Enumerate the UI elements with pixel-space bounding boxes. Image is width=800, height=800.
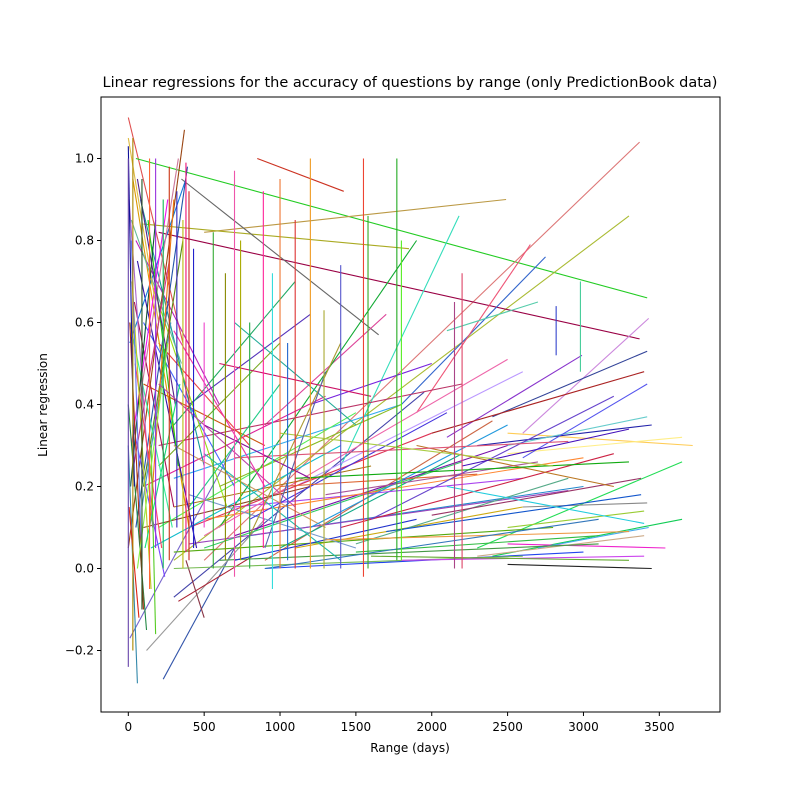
regression-line-116	[386, 494, 642, 533]
y-tick-label: 0.4	[75, 398, 94, 412]
regression-line-134	[203, 424, 311, 479]
x-tick-label: 0	[124, 720, 132, 734]
regression-line-112	[340, 453, 614, 529]
regression-line-55	[203, 358, 508, 537]
regression-line-29	[162, 547, 235, 680]
regression-line-31	[178, 555, 254, 602]
regression-line-107	[249, 412, 448, 520]
regression-line-14	[431, 371, 645, 434]
regression-line-36	[218, 240, 418, 528]
regression-line-11	[522, 317, 650, 434]
regression-line-79	[135, 166, 189, 528]
series-layer	[127, 117, 693, 684]
x-tick-label: 2000	[416, 720, 447, 734]
x-tick-label: 2500	[492, 720, 523, 734]
regression-line-126	[279, 432, 554, 467]
regression-line-91	[144, 383, 181, 549]
regression-line-98	[150, 445, 157, 635]
regression-line-26	[537, 526, 649, 549]
regression-line-56	[158, 412, 357, 528]
regression-line-6	[204, 198, 507, 233]
regression-line-76	[138, 158, 179, 405]
y-tick-label: −0.2	[65, 644, 94, 658]
regression-line-93	[127, 404, 148, 631]
regression-line-8	[401, 256, 546, 405]
regression-line-22	[507, 416, 648, 447]
y-tick-label: 0.6	[75, 316, 94, 330]
y-tick-label: 1.0	[75, 152, 94, 166]
regression-line-120	[446, 485, 645, 524]
regression-line-12	[492, 350, 648, 418]
y-tick-label: 0.8	[75, 234, 94, 248]
x-axis: 0 500 1000 1500 2000 2500 3000 3500	[124, 712, 675, 734]
regression-line-9	[416, 244, 531, 414]
x-tick-label: 500	[193, 720, 216, 734]
x-axis-label: Range (days)	[370, 741, 450, 755]
regression-line-15	[507, 432, 693, 447]
regression-line-28	[173, 391, 425, 598]
y-axis-label: Linear regression	[36, 353, 50, 457]
regression-line-47	[219, 543, 599, 561]
y-tick-label: 0.0	[75, 562, 94, 576]
regression-line-121	[416, 444, 614, 488]
regression-line-125	[264, 518, 599, 570]
regression-line-113	[370, 395, 615, 520]
regression-line-118	[371, 555, 629, 561]
regression-line-101	[128, 506, 140, 618]
regression-line-27	[507, 510, 645, 529]
regression-line-16	[507, 436, 683, 455]
regression-line-23	[522, 383, 648, 459]
regression-line-38	[294, 371, 524, 487]
regression-line-21	[477, 424, 652, 447]
x-tick-label: 1500	[341, 720, 372, 734]
regression-line-19	[507, 543, 666, 549]
x-tick-label: 3000	[568, 720, 599, 734]
regression-line-35	[264, 313, 387, 426]
regression-line-43	[203, 461, 463, 549]
regression-line-4	[158, 231, 640, 340]
regression-line-110	[325, 461, 539, 496]
regression-line-122	[461, 428, 630, 467]
x-tick-label: 1000	[265, 720, 296, 734]
regression-line-37	[340, 215, 460, 467]
regression-line-109	[310, 424, 508, 528]
regression-line-127	[310, 362, 432, 406]
regression-line-7	[143, 223, 410, 250]
regression-line-44	[234, 477, 523, 508]
x-tick-label: 3500	[644, 720, 675, 734]
regression-line-60	[150, 445, 341, 549]
y-axis: −0.2 0.0 0.2 0.4 0.6 0.8 1.0	[65, 152, 101, 658]
regression-line-1	[135, 157, 648, 299]
regression-line-32	[185, 560, 205, 618]
regression-line-13	[446, 354, 583, 438]
chart-title: Linear regressions for the accuracy of q…	[103, 75, 718, 91]
regression-line-74	[133, 301, 175, 508]
regression-line-20	[507, 563, 652, 570]
regression-line-50	[204, 457, 584, 520]
regression-line-52	[173, 555, 523, 570]
y-tick-label: 0.2	[75, 480, 94, 494]
regression-line-115	[325, 531, 629, 541]
regression-line-25	[522, 502, 648, 508]
regression-line-5	[257, 157, 344, 192]
